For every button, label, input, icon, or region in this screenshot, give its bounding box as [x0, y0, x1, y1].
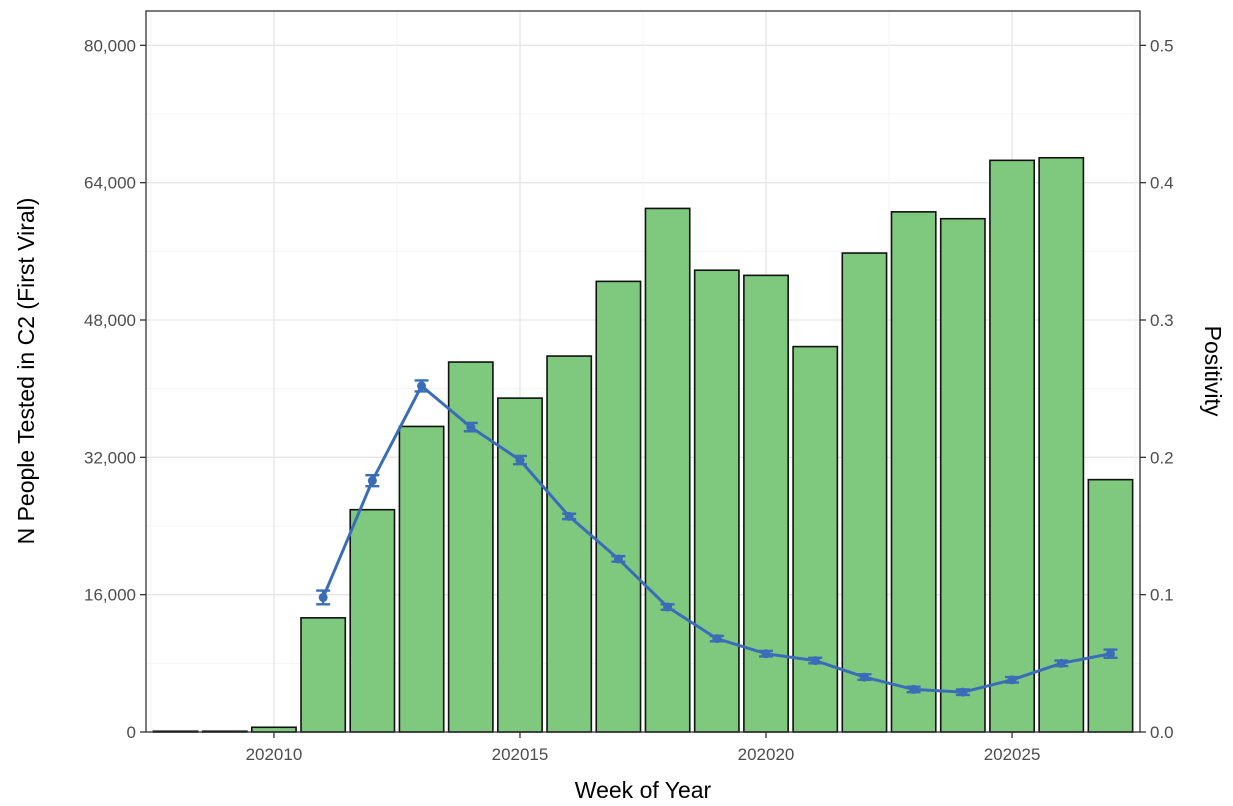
data-point — [909, 684, 919, 694]
data-point — [367, 476, 377, 486]
y-tick-label: 48,000 — [84, 311, 136, 330]
y2-tick-label: 0.2 — [1150, 448, 1174, 467]
plot-border — [145, 10, 1141, 733]
bars — [152, 156, 1134, 733]
y2-axis-title: Positivity — [1200, 326, 1226, 417]
data-point — [663, 602, 673, 612]
bar — [644, 207, 691, 733]
bar — [939, 217, 986, 733]
bar — [546, 355, 593, 733]
y2-tick-label: 0.4 — [1150, 174, 1174, 193]
data-point — [515, 455, 525, 465]
x-axis-title: Week of Year — [575, 777, 712, 803]
data-point — [564, 511, 574, 521]
left-axis: 0 16,000 32,000 48,000 64,000 80,000 — [84, 36, 146, 742]
bar — [497, 397, 543, 733]
bar — [250, 726, 297, 733]
y-tick-label: 16,000 — [84, 586, 136, 605]
y2-tick-label: 0.5 — [1150, 36, 1174, 55]
data-point — [1007, 675, 1017, 685]
data-point — [859, 672, 869, 682]
bar — [693, 269, 740, 733]
data-point — [1056, 658, 1066, 668]
bar — [1038, 156, 1085, 733]
data-point — [613, 554, 623, 564]
y-axis-title: N People Tested in C2 (First Viral) — [13, 198, 39, 545]
data-point — [417, 381, 427, 391]
bar — [398, 425, 445, 733]
x-tick-label: 202015 — [492, 745, 549, 764]
y2-tick-label: 0.3 — [1150, 311, 1174, 330]
bar — [743, 274, 789, 733]
bar — [595, 280, 642, 733]
x-tick-label: 202010 — [246, 745, 303, 764]
data-point — [761, 649, 771, 659]
y2-tick-label: 0.1 — [1150, 586, 1174, 605]
data-point — [466, 422, 476, 432]
positivity-series — [316, 379, 1118, 697]
y-tick-label: 80,000 — [84, 36, 136, 55]
bar — [1087, 478, 1134, 733]
x-tick-label: 202025 — [984, 745, 1041, 764]
bar — [447, 361, 494, 733]
y2-tick-label: 0.0 — [1150, 723, 1174, 742]
x-tick-label: 202020 — [738, 745, 795, 764]
data-point — [318, 592, 328, 602]
bar — [349, 508, 396, 733]
bar — [890, 211, 937, 733]
data-point — [958, 687, 968, 697]
right-axis: 0.0 0.1 0.2 0.3 0.4 0.5 — [1140, 36, 1174, 742]
data-point — [810, 656, 820, 666]
y-tick-label: 0 — [127, 723, 136, 742]
data-point — [712, 634, 722, 644]
data-point — [1105, 649, 1115, 659]
bar — [792, 345, 839, 733]
bottom-axis: 202010 202015 202020 202025 — [246, 732, 1041, 764]
bar — [989, 159, 1036, 733]
bar — [841, 252, 888, 733]
bar — [300, 617, 347, 733]
y-tick-label: 64,000 — [84, 174, 136, 193]
y-tick-label: 32,000 — [84, 448, 136, 467]
